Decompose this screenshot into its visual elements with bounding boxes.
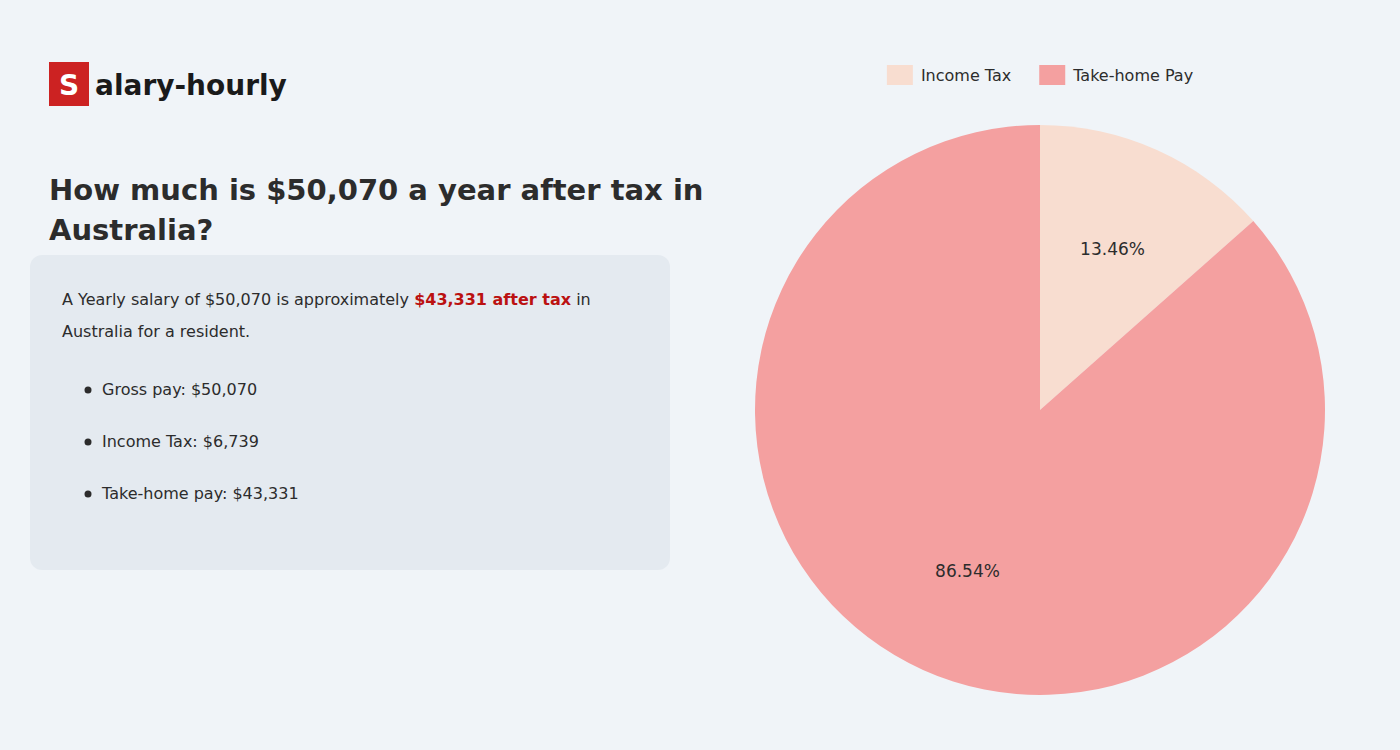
info-box <box>30 255 670 570</box>
bullet-text: Income Tax: $6,739 <box>102 432 259 451</box>
title: How much is $50,070 a year after tax in A… <box>49 173 704 247</box>
legend-swatch <box>887 65 913 85</box>
bullet-dot <box>85 491 92 498</box>
bullet-dot <box>85 387 92 394</box>
summary-text: in <box>571 290 591 309</box>
summary-line: Australia for a resident. <box>62 322 250 341</box>
bullet-text: Take-home pay: $43,331 <box>101 484 299 503</box>
summary-text: A Yearly salary of $50,070 is approximat… <box>62 290 414 309</box>
page: {"chart_data": {"type": "pie", "title": … <box>0 0 1400 750</box>
bullet-dot <box>85 439 92 446</box>
title-line: Australia? <box>49 213 213 247</box>
logo-text: alary-hourly <box>95 69 287 102</box>
bullet-text: Gross pay: $50,070 <box>102 380 257 399</box>
pie-slice <box>755 125 1325 695</box>
legend-label: Take-home Pay <box>1072 66 1193 85</box>
data-label: 86.54% <box>935 561 1000 581</box>
chart: Salary-hourly How much is $50,070 a year … <box>0 0 1400 750</box>
summary-highlight: $43,331 after tax <box>414 290 572 309</box>
legend: Income Tax Take-home Pay <box>887 65 1193 85</box>
logo-letter: S <box>59 69 79 102</box>
summary-line: A Yearly salary of $50,070 is approximat… <box>62 290 591 309</box>
pie <box>755 125 1325 695</box>
background <box>0 0 1400 750</box>
legend-label: Income Tax <box>921 66 1011 85</box>
data-label: 13.46% <box>1080 239 1145 259</box>
pie-labels: 13.46% 86.54% <box>935 239 1145 581</box>
logo-box <box>49 62 89 106</box>
title-line: How much is $50,070 a year after tax in <box>49 173 704 207</box>
legend-swatch <box>1039 65 1065 85</box>
